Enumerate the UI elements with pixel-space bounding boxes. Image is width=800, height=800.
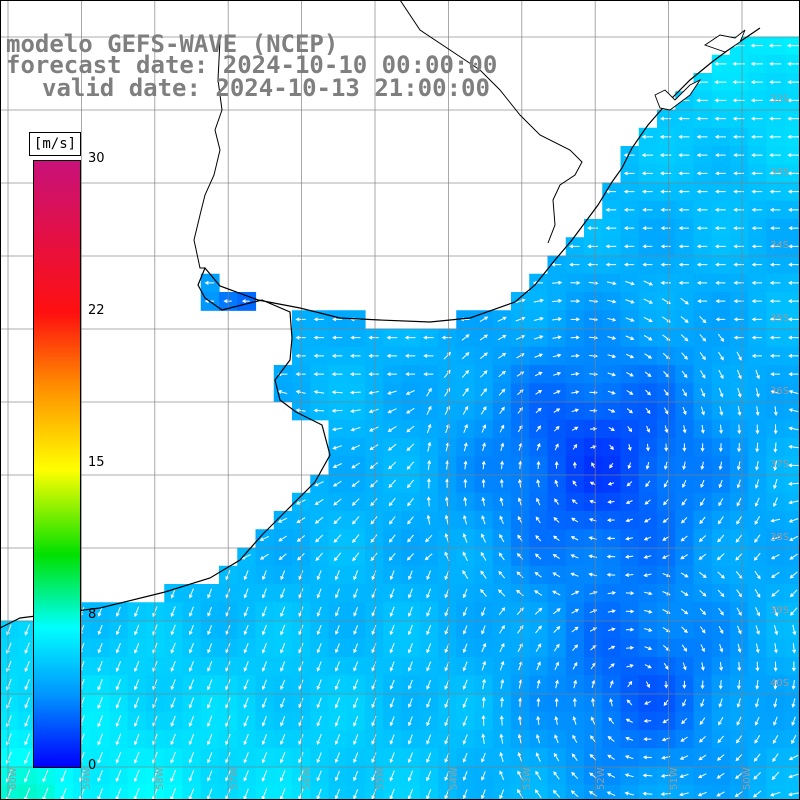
lat-label-40s: 40S: [770, 678, 790, 689]
lon-label-60w: 60W: [8, 767, 19, 790]
lon-label-57w: 57W: [229, 767, 240, 790]
lat-label-33s: 33S: [770, 167, 790, 178]
lon-label-51w: 51W: [669, 767, 680, 790]
lon-label-56w: 56W: [302, 767, 313, 790]
lat-label-38s: 38S: [770, 532, 790, 543]
colorbar: [33, 160, 81, 768]
model-title: modelo GEFS-WAVE (NCEP): [6, 30, 339, 58]
lon-label-55w: 55W: [375, 767, 386, 790]
colorbar-tick-30: 30: [88, 151, 105, 166]
lat-label-32s: 32S: [770, 94, 790, 105]
lon-label-58w: 58W: [155, 767, 166, 790]
lon-label-59w: 59W: [82, 767, 93, 790]
lon-label-52w: 52W: [596, 767, 607, 790]
lagoon-outline: [703, 29, 746, 53]
colorbar-tick-15: 15: [88, 455, 105, 470]
country-border: [399, 0, 583, 244]
country-border: [193, 39, 223, 269]
lat-label-37s: 37S: [770, 459, 790, 470]
lat-label-39s: 39S: [770, 605, 790, 616]
forecast-date: forecast date: 2024-10-10 00:00:00: [6, 51, 498, 79]
lon-label-50w: 50W: [742, 767, 753, 790]
lon-label-54w: 54W: [449, 767, 460, 790]
lagoon-outline: [654, 78, 702, 111]
valid-date: valid date: 2024-10-13 21:00:00: [42, 74, 490, 102]
lon-label-53w: 53W: [522, 767, 533, 790]
colorbar-tick-0: 0: [88, 758, 97, 773]
colorbar-tick-8: 8: [88, 607, 97, 622]
wind-speed-cells: [0, 36, 800, 800]
colorbar-tick-22: 22: [88, 303, 105, 318]
lat-label-34s: 34S: [770, 240, 790, 251]
lat-label-35s: 35S: [770, 313, 790, 324]
colorbar-units: [m/s]: [29, 132, 81, 156]
lat-label-36s: 36S: [770, 386, 790, 397]
